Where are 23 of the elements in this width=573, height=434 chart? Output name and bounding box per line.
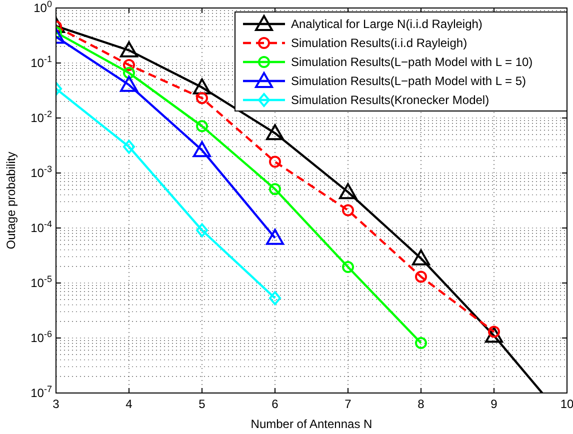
y-tick-label: 10$^{-5}$ [30, 274, 52, 290]
y-tick-label: 10$^{-4}$ [30, 219, 52, 235]
x-tick-label: 9 [490, 397, 498, 411]
x-tick-label: 6 [272, 397, 279, 411]
x-tick-label: 7 [344, 397, 352, 411]
legend-label: Simulation Results(i.i.d Rayleigh) [291, 36, 468, 50]
legend-label: Simulation Results(L−path Model with L = 10) [291, 55, 533, 69]
legend-label: Analytical for Large N(i.i.d Rayleigh) [291, 17, 482, 31]
y-tick-label: 10$^{-3}$ [30, 164, 52, 180]
x-tick-label: 5 [198, 397, 206, 411]
y-tick-label: 10$^{-1}$ [30, 54, 52, 70]
x-tick-label: 4 [126, 397, 133, 411]
x-tick-label: 10 [560, 397, 573, 411]
x-axis-title: Number of Antennas N [250, 417, 372, 431]
y-tick-label: 10$^{-6}$ [30, 329, 52, 345]
x-tick-label: 8 [418, 397, 425, 411]
y-axis-title: Outage probability [4, 152, 18, 250]
x-tick-label: 3 [52, 397, 60, 411]
y-tick-label: 10$^{-2}$ [30, 109, 52, 125]
legend-label: Simulation Results(L−path Model with L = 5) [291, 74, 526, 88]
y-tick-label: 10$^{-7}$ [30, 384, 52, 400]
legend-label: Simulation Results(Kronecker Model) [291, 93, 490, 107]
y-tick-label: 10$^{0}$ [34, 0, 52, 15]
